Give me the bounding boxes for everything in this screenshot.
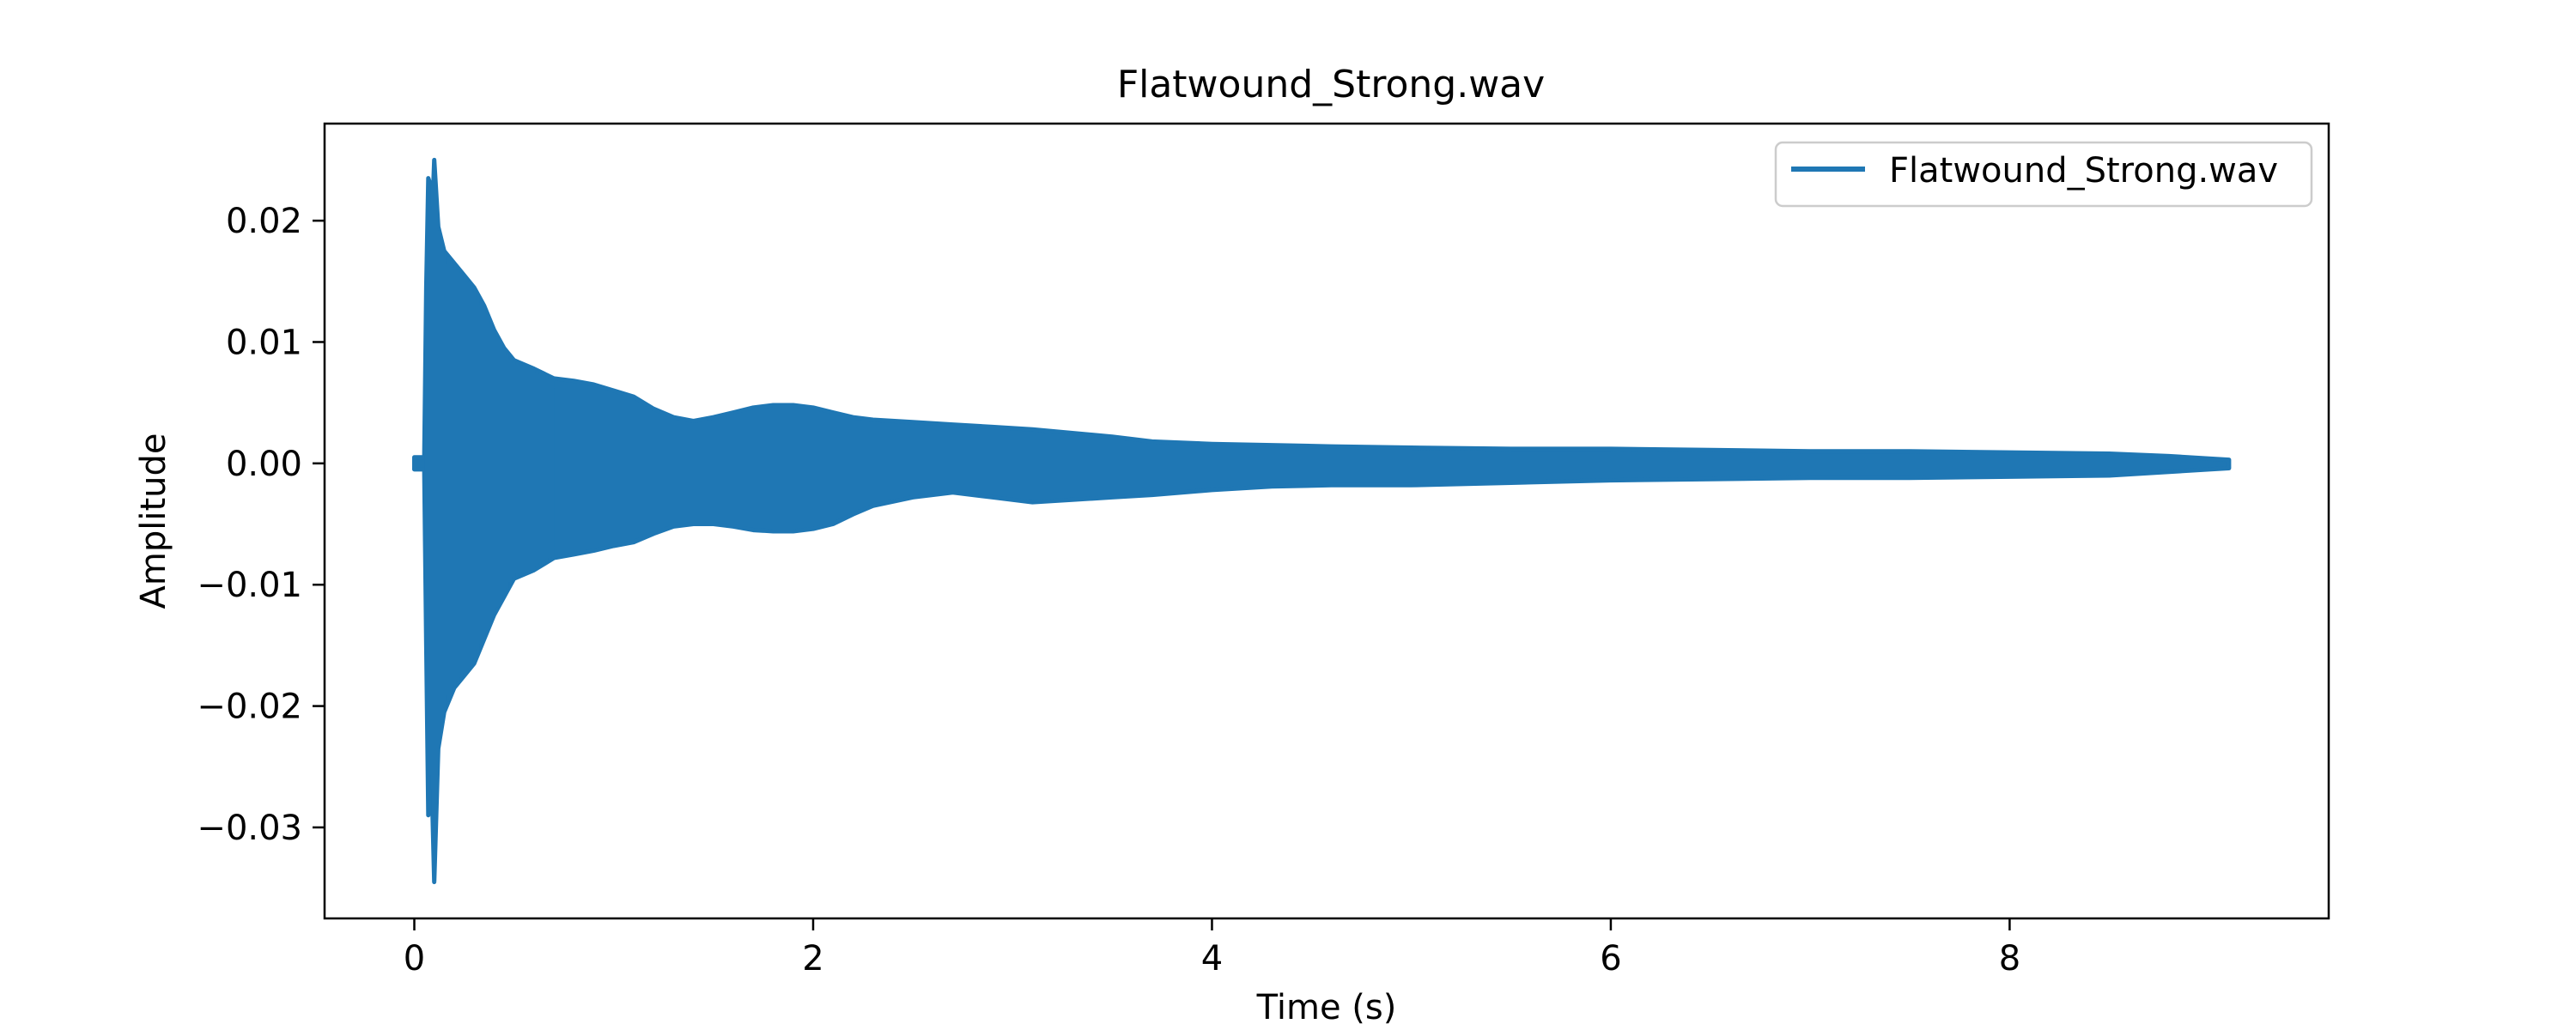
x-tick-label: 6 [1600,939,1621,978]
chart-title: Flatwound_Strong.wav [1117,63,1545,106]
legend: Flatwound_Strong.wav [1774,141,2313,208]
plot-area [412,157,2232,885]
x-axis-label: Time (s) [1256,988,1397,1027]
x-tick-label: 2 [802,939,823,978]
y-tick-label: −0.02 [197,688,302,727]
x-tick-label: 4 [1201,939,1223,978]
y-tick-label: −0.03 [197,809,302,848]
y-axis: 0.02 0.01 0.00 −0.01 −0.02 −0.03 [197,202,325,848]
waveform-attack-detail [424,179,555,849]
x-axis: 0 2 4 6 8 [404,918,2020,978]
y-tick-label: 0.01 [226,323,302,362]
x-tick-label: 8 [1999,939,2020,978]
legend-label: Flatwound_Strong.wav [1889,151,2278,191]
y-tick-label: −0.01 [197,566,302,605]
y-tick-label: 0.00 [226,445,302,484]
y-tick-label: 0.02 [226,202,302,241]
waveform-series [412,157,2232,885]
axes-frame [323,122,2330,920]
legend-box [1774,141,2313,208]
y-axis-label: Amplitude [134,433,173,609]
x-tick-label: 0 [404,939,425,978]
